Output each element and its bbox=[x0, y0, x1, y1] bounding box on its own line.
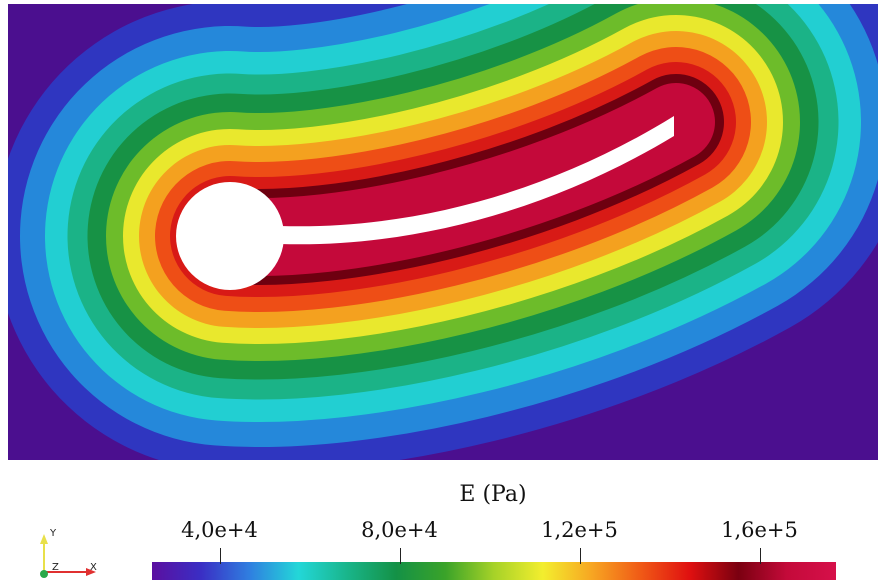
colorbar-title: E (Pa) bbox=[459, 482, 527, 507]
colorbar-tick bbox=[399, 548, 401, 564]
colorbar-tick-label: 1,2e+5 bbox=[541, 518, 618, 542]
colorbar-tick bbox=[579, 548, 581, 564]
colorbar-tick-label: 1,6e+5 bbox=[721, 518, 798, 542]
colorbar-tick bbox=[219, 548, 221, 564]
axis-z-label: Z bbox=[52, 562, 59, 573]
axes-triad-icon bbox=[40, 534, 96, 578]
orientation-axes: Y Z X bbox=[28, 520, 108, 584]
crack bbox=[280, 116, 674, 245]
colorbar-tick bbox=[759, 548, 761, 564]
colorbar: E (Pa) 4,0e+4 8,0e+4 1,2e+5 1,6e+5 bbox=[0, 470, 886, 586]
stiffness-field bbox=[8, 4, 878, 460]
colorbar-tick-label: 4,0e+4 bbox=[181, 518, 258, 542]
axis-x-label: X bbox=[90, 562, 97, 573]
axis-y-label: Y bbox=[50, 528, 57, 539]
hole bbox=[176, 182, 284, 290]
field-plot bbox=[8, 4, 878, 460]
colorbar-tick-label: 8,0e+4 bbox=[361, 518, 438, 542]
colorbar-ramp bbox=[152, 562, 836, 580]
